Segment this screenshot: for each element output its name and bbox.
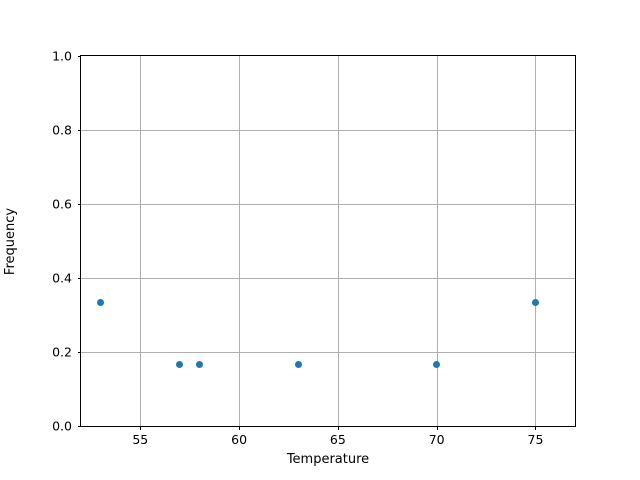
y-gridline (81, 204, 575, 205)
x-tick-label: 65 (329, 432, 346, 447)
x-tick-mark (535, 426, 537, 430)
y-tick-label: 0.2 (52, 344, 72, 360)
y-axis-label: Frequency (0, 55, 22, 427)
x-gridline (337, 56, 339, 426)
y-gridline (81, 130, 575, 131)
y-tick-mark (77, 56, 81, 57)
y-tick-label: 0.6 (52, 196, 72, 212)
x-gridline (535, 56, 537, 426)
y-gridline (81, 352, 575, 353)
y-tick-mark (77, 352, 81, 353)
scatter-point (97, 299, 105, 307)
scatter-point (531, 299, 539, 307)
y-tick-label: 0.4 (52, 270, 72, 286)
y-tick-mark (77, 130, 81, 131)
scatter-point (176, 360, 184, 368)
y-axis-label-text: Frequency (3, 207, 19, 275)
scatter-point (196, 360, 204, 368)
y-tick-mark (77, 204, 81, 205)
y-tick-label: 0.8 (52, 122, 72, 138)
y-gridline (81, 278, 575, 279)
x-tick-mark (140, 426, 142, 430)
x-tick-label: 70 (428, 432, 445, 447)
x-tick-label: 55 (132, 432, 149, 447)
y-tick-mark (77, 426, 81, 427)
x-tick-label: 60 (231, 432, 248, 447)
x-axis-label: Temperature (286, 452, 370, 467)
scatter-point (294, 360, 302, 368)
x-gridline (140, 56, 142, 426)
x-gridline (239, 56, 241, 426)
y-tick-label: 0.0 (52, 418, 72, 434)
y-tick-mark (77, 278, 81, 279)
x-tick-label: 75 (527, 432, 544, 447)
x-gridline (436, 56, 438, 426)
x-tick-mark (436, 426, 438, 430)
y-tick-label: 1.0 (52, 48, 72, 64)
scatter-point (433, 360, 441, 368)
x-tick-mark (239, 426, 241, 430)
plot-axes-area: 0.0 0.2 0.4 0.6 0.8 1.0 55 60 65 70 75 (52, 49, 576, 447)
x-tick-mark (337, 426, 339, 430)
